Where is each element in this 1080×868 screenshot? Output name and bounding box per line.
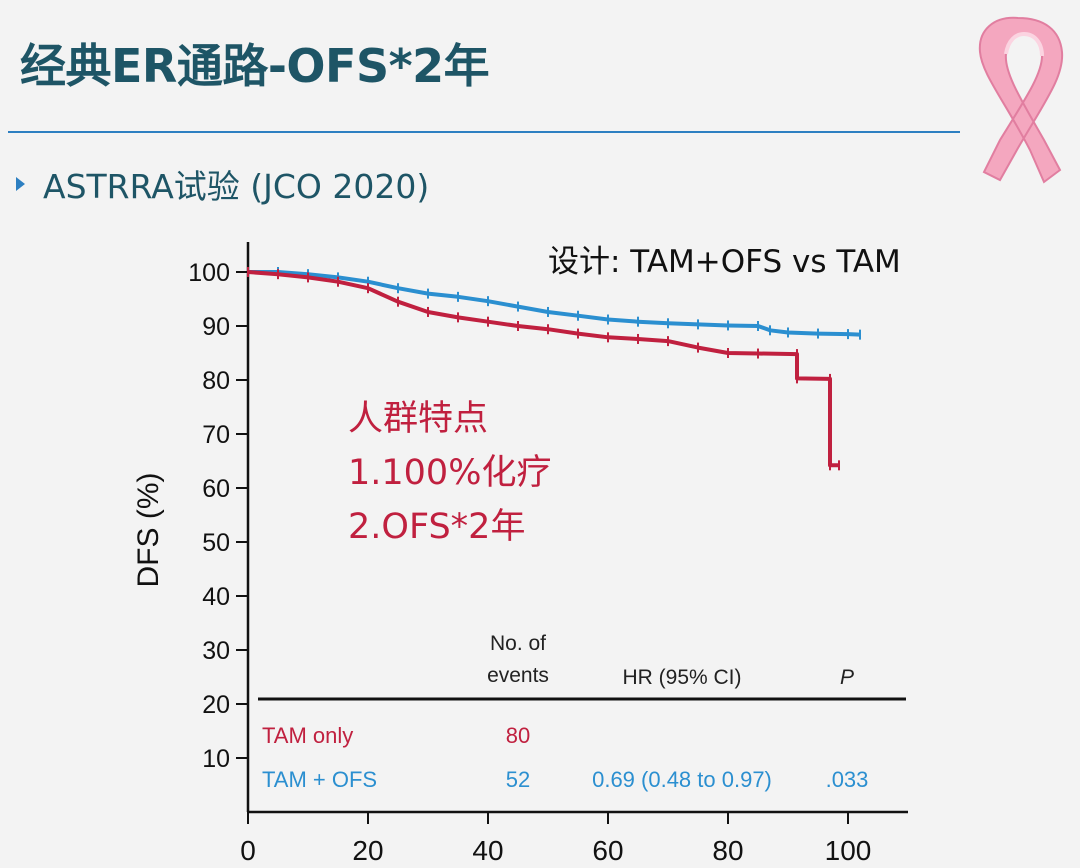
x-tick-label: 20 bbox=[352, 835, 383, 866]
y-tick-label: 40 bbox=[202, 583, 230, 611]
y-tick-label: 10 bbox=[202, 745, 230, 773]
series-line-tam-only bbox=[247, 270, 839, 468]
table-header-p: P bbox=[840, 666, 854, 689]
y-tick-label: 20 bbox=[202, 691, 230, 719]
y-tick-label: 70 bbox=[202, 421, 230, 449]
x-tick-label: 60 bbox=[592, 835, 623, 866]
table-header-hr: HR (95% CI) bbox=[622, 666, 741, 689]
table-row-p-tam-ofs: .033 bbox=[826, 767, 869, 792]
chart-axes bbox=[246, 242, 908, 814]
bullet-arrow-icon bbox=[16, 177, 25, 191]
y-axis-label: DFS (%) bbox=[132, 473, 165, 588]
y-tick-label: 90 bbox=[202, 313, 230, 341]
design-text: 设计: TAM+OFS vs TAM bbox=[548, 244, 901, 280]
y-tick-label: 100 bbox=[188, 259, 230, 287]
table-row-label-tam-only: TAM only bbox=[262, 723, 353, 748]
table-row-events-tam-ofs: 52 bbox=[506, 767, 530, 792]
x-tick-label: 0 bbox=[240, 835, 256, 866]
table-row-hr-tam-ofs: 0.69 (0.48 to 0.97) bbox=[592, 767, 772, 792]
table-header-events-1: No. of bbox=[490, 632, 546, 655]
table-row-events-tam-only: 80 bbox=[506, 723, 530, 748]
slide-title: 经典ER通路-OFS*2年 bbox=[20, 39, 490, 93]
annotation-line-2: 1.100%化疗 bbox=[348, 453, 551, 493]
pink-ribbon-icon bbox=[978, 16, 1064, 184]
chart-ticks: 10 20 30 40 50 60 70 80 90 100 0 20 40 60 80 100 bbox=[188, 259, 871, 866]
y-tick-label: 60 bbox=[202, 475, 230, 503]
title-rule bbox=[8, 131, 960, 133]
annotation-line-3: 2.OFS*2年 bbox=[348, 507, 525, 547]
table-row-label-tam-ofs: TAM + OFS bbox=[262, 767, 377, 792]
bullet-text: ASTRRA试验 (JCO 2020) bbox=[43, 167, 430, 206]
x-tick-label: 100 bbox=[825, 835, 872, 866]
bullet-item: ASTRRA试验 (JCO 2020) bbox=[16, 160, 429, 208]
x-tick-label: 40 bbox=[472, 835, 503, 866]
chart-series bbox=[247, 267, 861, 471]
y-tick-label: 50 bbox=[202, 529, 230, 557]
x-tick-label: 80 bbox=[712, 835, 743, 866]
y-tick-label: 80 bbox=[202, 367, 230, 395]
table-header-events-2: events bbox=[487, 664, 549, 687]
y-tick-label: 30 bbox=[202, 637, 230, 665]
annotation-line-1: 人群特点 bbox=[348, 399, 488, 439]
